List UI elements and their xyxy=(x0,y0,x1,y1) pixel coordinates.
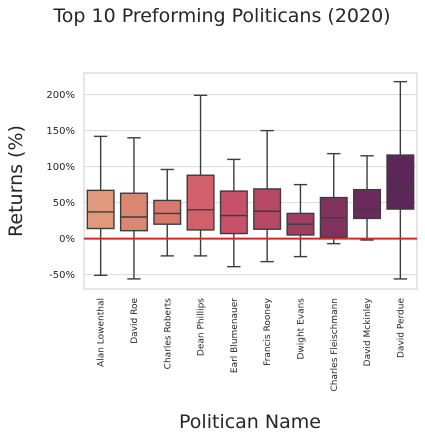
box-2 xyxy=(153,168,182,257)
x-tick-label: Francis Rooney xyxy=(263,297,273,366)
box-9 xyxy=(386,80,415,280)
x-tick-label: David Perdue xyxy=(396,298,406,358)
y-axis-label: Returns (%) xyxy=(5,125,27,237)
box-iqr xyxy=(153,199,182,225)
box-1 xyxy=(119,137,148,280)
box-5 xyxy=(253,129,282,263)
y-tick-label: 150% xyxy=(46,126,75,137)
box-7 xyxy=(319,152,348,245)
y-tick-labels: -50% 0% 50% 100% 150% 200% xyxy=(46,90,75,281)
plot-area xyxy=(83,72,418,290)
x-tick-label: David Mckinley xyxy=(363,297,373,366)
x-tick-label: Dwight Evans xyxy=(296,298,306,360)
y-tick-label: 50% xyxy=(53,198,75,209)
y-tick-label: -50% xyxy=(49,270,75,281)
x-axis-label: Politican Name xyxy=(179,411,321,433)
box-4 xyxy=(219,158,248,268)
box-0 xyxy=(86,135,115,277)
y-tick-label: 200% xyxy=(46,90,75,101)
x-tick-label: Charles Fleischmann xyxy=(330,298,340,392)
x-tick-label: Dean Phillips xyxy=(197,298,207,356)
box-iqr xyxy=(186,174,215,231)
x-tick-label: David Roe xyxy=(130,298,140,344)
box-iqr xyxy=(353,188,382,220)
box-iqr xyxy=(119,192,148,232)
x-tick-labels: Alan Lowenthal David Roe Charles Roberts De… xyxy=(97,297,407,391)
x-tick-label: Earl Blumenauer xyxy=(230,298,240,373)
y-tick-label: 100% xyxy=(46,162,75,173)
box-6 xyxy=(286,183,315,258)
y-tick-label: 0% xyxy=(59,234,75,245)
box-3 xyxy=(186,94,215,257)
box-iqr xyxy=(253,188,282,230)
x-tick-label: Charles Roberts xyxy=(163,298,173,370)
box-iqr xyxy=(219,190,248,235)
box-8 xyxy=(353,155,382,241)
x-tick-label: Alan Lowenthal xyxy=(97,298,107,367)
box-iqr xyxy=(86,189,115,230)
boxes xyxy=(86,80,415,280)
box-iqr xyxy=(386,154,415,210)
chart-title: Top 10 Preforming Politicans (2020) xyxy=(52,5,390,27)
